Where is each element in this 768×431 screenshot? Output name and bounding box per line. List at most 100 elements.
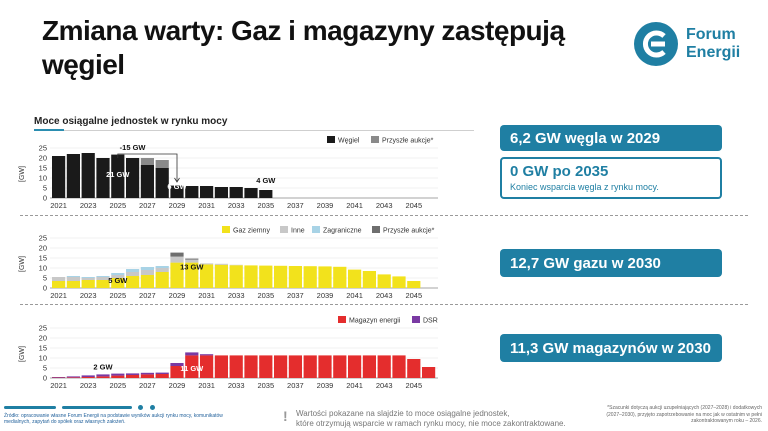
- bar: [303, 355, 317, 378]
- bar: [52, 156, 66, 198]
- footer-accent-dot: [138, 405, 143, 410]
- bar: [288, 266, 302, 288]
- section-title: Moce osiągalne jednostek w rynku mocy: [34, 116, 228, 127]
- y-tick-label: 25: [39, 144, 47, 153]
- x-tick-label: 2043: [376, 291, 393, 300]
- x-tick-label: 2041: [346, 201, 363, 210]
- x-tick-label: 2021: [50, 381, 67, 390]
- bar: [96, 280, 110, 288]
- bar: [200, 354, 214, 356]
- x-tick-label: 2037: [287, 291, 304, 300]
- bar: [407, 281, 421, 288]
- bar: [96, 374, 110, 377]
- legend-label: Węgiel: [338, 138, 360, 145]
- bar: [111, 375, 125, 378]
- bar: [140, 372, 154, 375]
- x-tick-label: 2035: [257, 291, 274, 300]
- legend-swatch: [338, 316, 346, 323]
- section-divider: [64, 130, 474, 131]
- drop-bracket: [117, 153, 178, 182]
- annotation-label: 11 GW: [180, 364, 204, 373]
- callout-coal-2035-subtext: Koniec wsparcia węgla z rynku mocy.: [510, 182, 659, 192]
- y-axis-label: [GW]: [19, 346, 26, 362]
- logo-text: Forum Energii: [686, 26, 740, 62]
- y-tick-label: 10: [39, 264, 47, 273]
- x-tick-label: 2041: [346, 381, 363, 390]
- bar: [126, 276, 140, 288]
- annotation-label: 5 GW: [108, 276, 128, 285]
- annotation-label: 4 GW: [256, 176, 276, 185]
- bar: [214, 187, 228, 198]
- y-tick-label: 5: [43, 184, 47, 193]
- x-tick-label: 2029: [169, 291, 186, 300]
- bar: [126, 272, 140, 276]
- bar: [52, 281, 66, 288]
- legend-label: Przyszłe aukcje*: [382, 138, 434, 145]
- annotation-label: 6 GW: [167, 182, 187, 191]
- logo-icon: [634, 22, 678, 66]
- y-tick-label: 0: [43, 194, 47, 203]
- legend-swatch: [312, 226, 320, 233]
- bar: [229, 187, 243, 198]
- x-tick-label: 2043: [376, 201, 393, 210]
- bar: [377, 274, 391, 288]
- y-tick-label: 5: [43, 364, 47, 373]
- x-tick-label: 2035: [257, 381, 274, 390]
- bar: [66, 154, 80, 198]
- bar: [407, 359, 421, 378]
- callout-coal-2029-text: 6,2 GW węgla w 2029: [510, 129, 661, 147]
- y-tick-label: 15: [39, 254, 47, 263]
- bar: [140, 165, 154, 198]
- legend-label: Gaz ziemny: [233, 228, 270, 235]
- x-tick-label: 2043: [376, 381, 393, 390]
- bar: [66, 377, 80, 378]
- bar: [81, 280, 95, 288]
- bar: [111, 154, 125, 198]
- exclamation-icon: !: [283, 408, 288, 424]
- footer-asterisk-note: *Szacunki dotyczą aukcji uzupełniających…: [606, 405, 762, 424]
- bar: [259, 355, 273, 378]
- bar: [155, 268, 169, 272]
- callout-storage-2030: 11,3 GW magazynów w 2030: [500, 334, 722, 362]
- y-tick-label: 10: [39, 354, 47, 363]
- legend-swatch: [412, 316, 420, 323]
- legend-label: DSR: [423, 318, 438, 325]
- bar: [288, 355, 302, 378]
- bar: [66, 281, 80, 288]
- bar: [274, 265, 288, 288]
- bar: [155, 168, 169, 198]
- footer-accent-dot: [150, 405, 155, 410]
- legend-label: Zagraniczne: [323, 228, 362, 235]
- x-tick-label: 2031: [198, 291, 215, 300]
- bar: [362, 271, 376, 288]
- bar: [185, 352, 199, 356]
- separator-2: [20, 304, 748, 305]
- bar: [140, 158, 154, 165]
- bar: [170, 185, 184, 198]
- x-tick-label: 2027: [139, 381, 156, 390]
- x-tick-label: 2027: [139, 291, 156, 300]
- logo-text-line1: Forum: [686, 26, 736, 43]
- bar: [333, 266, 347, 288]
- x-tick-label: 2029: [169, 201, 186, 210]
- slide-title: Zmiana warty: Gaz i magazyny zastępują w…: [42, 15, 565, 80]
- bar: [111, 275, 125, 278]
- bar: [185, 258, 199, 260]
- footer-note-line1: Wartości pokazane na slajdzie to moce os…: [296, 409, 510, 418]
- bar: [155, 266, 169, 268]
- annotation-label: -15 GW: [120, 143, 147, 152]
- bar: [244, 355, 258, 378]
- y-tick-label: 5: [43, 274, 47, 283]
- legend-label: Magazyn energii: [349, 318, 401, 325]
- bar: [81, 277, 95, 278]
- callout-gas-2030-text: 12,7 GW gazu w 2030: [510, 254, 661, 272]
- y-tick-label: 20: [39, 334, 47, 343]
- footer-accent-bar: [62, 406, 132, 409]
- x-tick-label: 2045: [405, 381, 422, 390]
- callout-coal-2029: 6,2 GW węgla w 2029: [500, 125, 722, 151]
- bar: [200, 186, 214, 198]
- bar: [126, 269, 140, 272]
- x-tick-label: 2045: [405, 291, 422, 300]
